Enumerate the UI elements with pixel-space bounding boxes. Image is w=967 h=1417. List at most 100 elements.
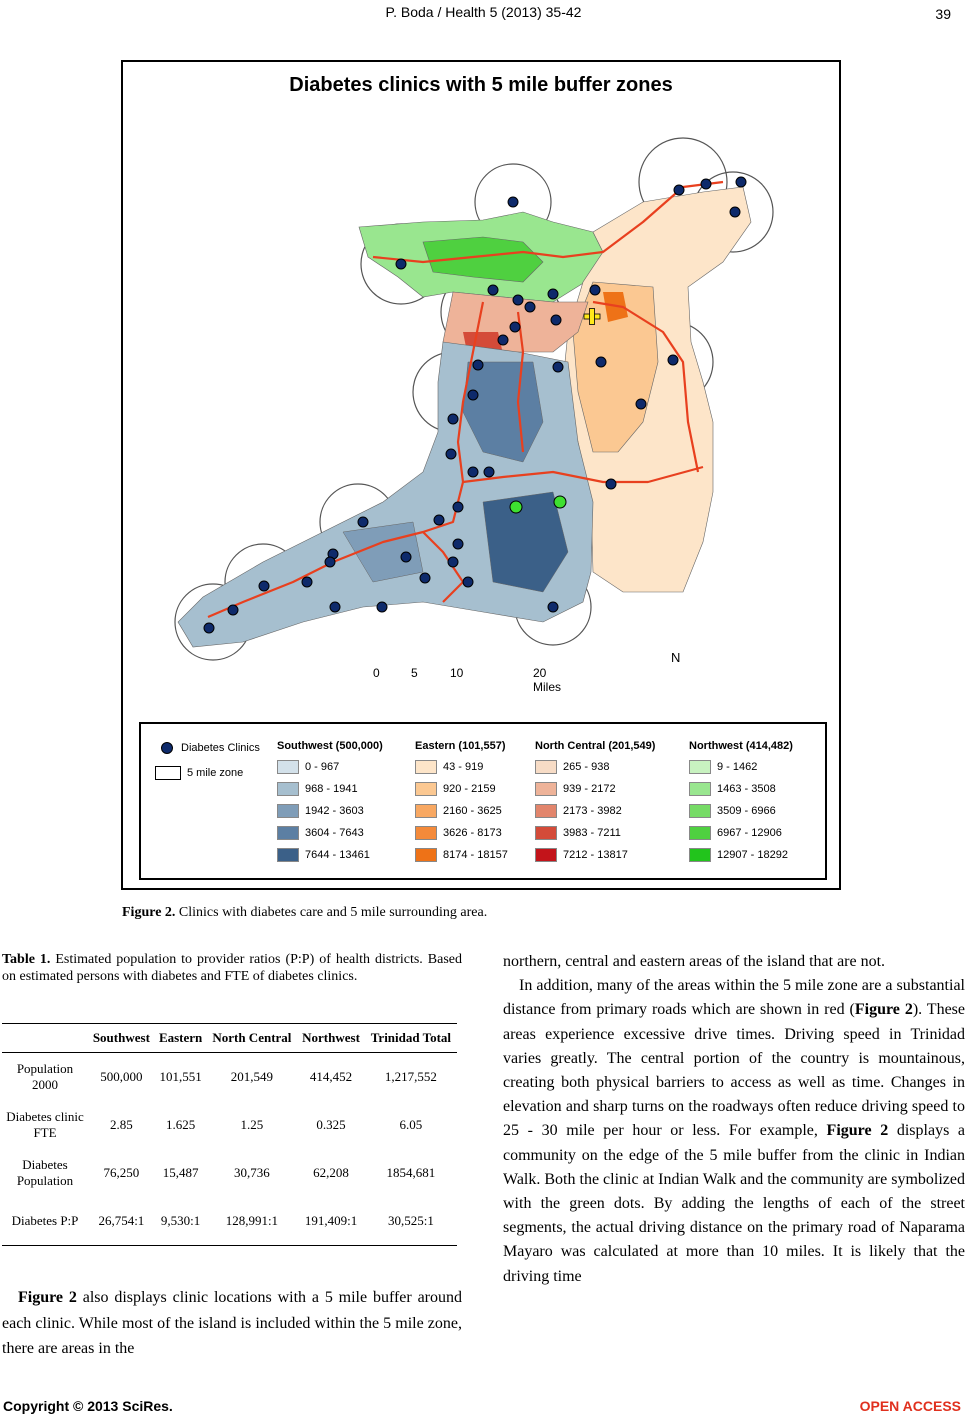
legend-class-row: 9 - 1462	[689, 756, 793, 778]
legend-class-label: 9 - 1462	[717, 761, 758, 773]
table-cell: 101,551	[159, 1069, 202, 1084]
table-header-cell: Southwest	[92, 1030, 150, 1045]
open-access-label: OPEN ACCESS	[859, 1398, 961, 1414]
table-cell: 30,525:1	[387, 1213, 434, 1228]
legend-class-label: 2160 - 3625	[443, 805, 502, 817]
table-cell: 128,991:1	[225, 1213, 279, 1228]
legend-zone-label: 5 mile zone	[187, 767, 244, 779]
legend-class-label: 6967 - 12906	[717, 827, 782, 839]
scale-labels: 0 5 10 20 Miles	[373, 666, 561, 706]
table-cell: 191,409:1	[304, 1213, 358, 1228]
community-marker	[553, 495, 567, 509]
table-cell: 26,754:1	[98, 1213, 145, 1228]
table-cell: 201,549	[230, 1069, 273, 1084]
table-cell: 500,000	[100, 1069, 143, 1084]
legend-class-row: 3983 - 7211	[535, 822, 655, 844]
legend-class-label: 3604 - 7643	[305, 827, 364, 839]
legend-class-row: 7212 - 13817	[535, 844, 655, 866]
legend-class-label: 7212 - 13817	[563, 849, 628, 861]
legend-class-label: 2173 - 3982	[563, 805, 622, 817]
legend-class-label: 12907 - 18292	[717, 849, 788, 861]
table-header-cell: Northwest	[302, 1030, 360, 1045]
clinic-dot-icon	[161, 742, 173, 754]
legend-class-row: 920 - 2159	[415, 778, 508, 800]
table-cell: 1.625	[165, 1117, 196, 1132]
table-cell: 9,530:1	[160, 1213, 201, 1228]
legend-class-label: 968 - 1941	[305, 783, 358, 795]
scale-label: 0	[373, 666, 380, 680]
legend-class-row: 43 - 919	[415, 756, 508, 778]
left-column-text: Figure 2 also displays clinic locations …	[2, 1289, 463, 1357]
legend-class-row: 1463 - 3508	[689, 778, 793, 800]
legend-group: Northwest (414,482) 9 - 1462 1463 - 3508 35…	[689, 740, 793, 866]
table-header-cell: North Central	[212, 1030, 292, 1045]
legend-group-title: Eastern (101,557)	[415, 740, 506, 752]
legend-swatch	[689, 848, 711, 862]
table-row: Diabetes clinic FTE 2.85 1.625 1.25 0.325 6.0…	[2, 1101, 457, 1149]
map-title: Diabetes clinics with 5 mile buffer zone…	[289, 74, 673, 96]
legend-class-label: 265 - 938	[563, 761, 610, 773]
legend-class-label: 1463 - 3508	[717, 783, 776, 795]
legend-group: Southwest (500,000) 0 - 967 968 - 1941 1942…	[277, 740, 383, 866]
legend-class-row: 6967 - 12906	[689, 822, 793, 844]
table-row-label: Diabetes clinic FTE	[6, 1109, 84, 1140]
legend-swatch	[277, 826, 299, 840]
legend-swatch	[535, 782, 557, 796]
legend-swatch	[415, 804, 437, 818]
legend-swatch	[535, 804, 557, 818]
table-cell: 1.25	[240, 1117, 264, 1132]
legend-swatch	[277, 848, 299, 862]
legend-class-label: 43 - 919	[443, 761, 484, 773]
legend-class-label: 939 - 2172	[563, 783, 616, 795]
figure-2: Diabetes clinics with 5 mile buffer zone…	[121, 60, 841, 890]
legend-class-row: 968 - 1941	[277, 778, 383, 800]
legend-class-row: 8174 - 18157	[415, 844, 508, 866]
legend-swatch	[689, 804, 711, 818]
legend-swatch	[415, 760, 437, 774]
table-cell: 76,250	[103, 1165, 140, 1180]
legend-class-row: 3509 - 6966	[689, 800, 793, 822]
legend-swatch	[415, 782, 437, 796]
legend-class-label: 1942 - 3603	[305, 805, 364, 817]
legend-class-row: 3604 - 7643	[277, 822, 383, 844]
north-label: N	[671, 650, 681, 665]
legend-group: Eastern (101,557) 43 - 919 920 - 2159 2160 …	[415, 740, 508, 866]
scale-label: 10	[450, 666, 464, 680]
right-column-text: northern, central and eastern areas of t…	[503, 953, 966, 1285]
table-caption: Table 1. Estimated population to provide…	[2, 952, 462, 984]
table-header-cell: Eastern	[158, 1030, 203, 1045]
table-cell: 6.05	[399, 1117, 423, 1132]
legend-group-title: North Central (201,549)	[535, 740, 656, 752]
table-row-label: Diabetes P:P	[11, 1213, 79, 1228]
running-header: P. Boda / Health 5 (2013) 35-42	[385, 4, 582, 20]
cross-marker	[583, 308, 601, 325]
page-number: 39	[935, 6, 951, 22]
map-legend: Diabetes Clinics 5 mile zone Southwest (…	[139, 722, 827, 880]
table-cell: 1,217,552	[384, 1069, 437, 1084]
legend-swatch	[689, 782, 711, 796]
table-cell: 2.85	[110, 1117, 133, 1132]
population-ratio-table: Southwest Eastern North Central Northwest Tr…	[2, 1023, 457, 1246]
legend-swatch	[535, 848, 557, 862]
legend-swatch	[415, 826, 437, 840]
table-cell: 30,736	[234, 1165, 270, 1180]
legend-class-label: 3509 - 6966	[717, 805, 776, 817]
table-row-label: Population 2000	[16, 1061, 74, 1092]
legend-class-row: 3626 - 8173	[415, 822, 508, 844]
legend-swatch	[277, 804, 299, 818]
table-row: Diabetes Population 76,250 15,487 30,736 62,…	[2, 1149, 457, 1197]
legend-class-label: 3983 - 7211	[563, 827, 621, 839]
legend-swatch	[277, 782, 299, 796]
legend-class-label: 7644 - 13461	[305, 849, 370, 861]
legend-swatch	[277, 760, 299, 774]
indian-walk-clinic-marker	[509, 500, 523, 514]
legend-class-row: 12907 - 18292	[689, 844, 793, 866]
table-header-cell	[2, 1024, 88, 1053]
legend-swatch	[689, 760, 711, 774]
table-cell: 0.325	[316, 1117, 346, 1132]
legend-swatch	[535, 760, 557, 774]
scale-label: 5	[411, 666, 418, 680]
legend-class-row: 265 - 938	[535, 756, 655, 778]
table-header-cell: Trinidad Total	[370, 1030, 452, 1045]
legend-class-label: 920 - 2159	[443, 783, 496, 795]
